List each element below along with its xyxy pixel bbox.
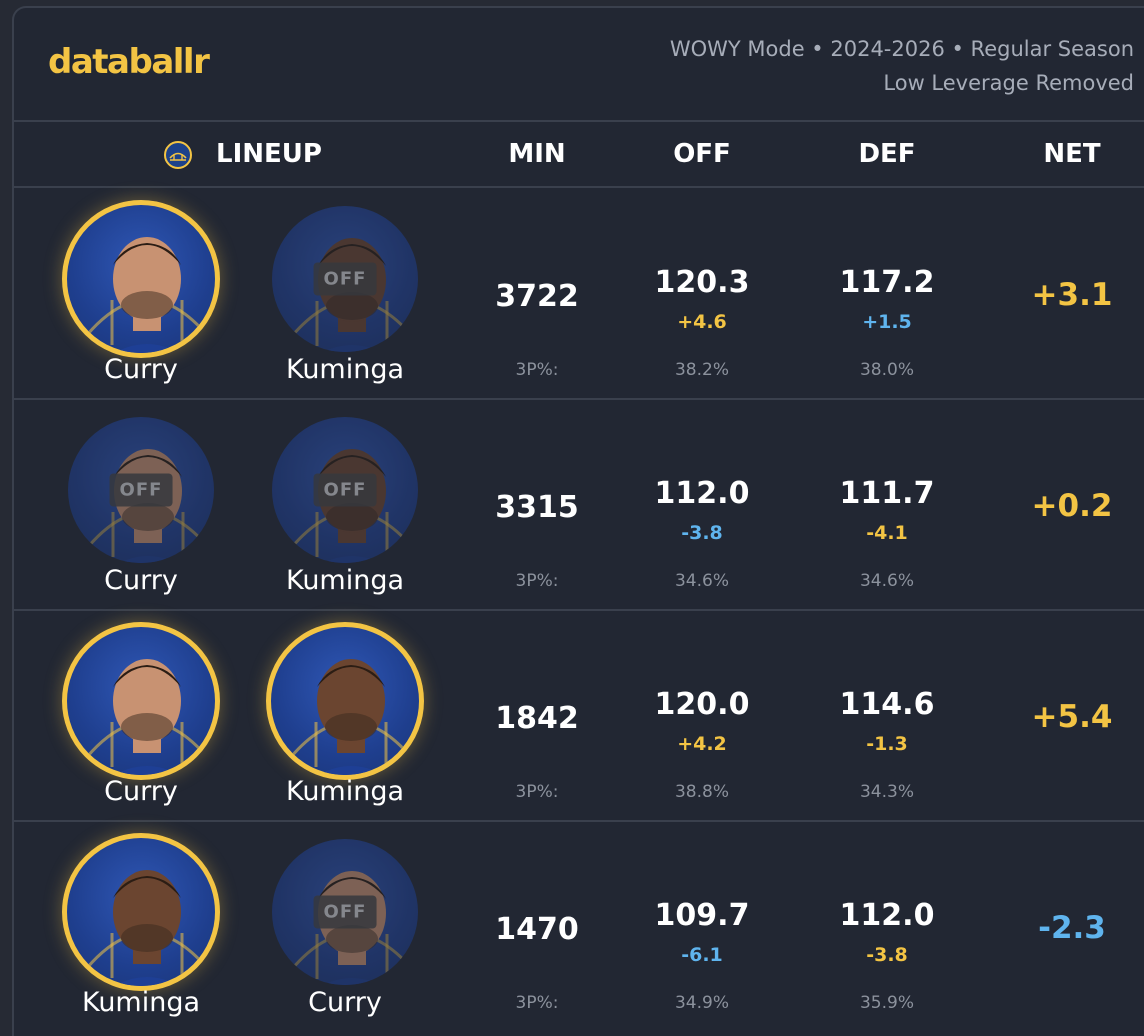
header-net[interactable]: NET: [1043, 139, 1101, 169]
net-rating: -2.3: [1038, 910, 1106, 946]
def-rating: 114.6: [839, 687, 935, 722]
off-three-pt: 38.8%: [674, 782, 729, 802]
top-bar: databallr WOWY Mode • 2024-2026 • Regula…: [14, 8, 1144, 120]
lineup-row[interactable]: Kuminga OFF Curry 1470 3P%: 109.7 -6.1 34.9% 1…: [14, 821, 1144, 1031]
three-pt-label: 3P%:: [515, 782, 559, 802]
row-divider: [14, 820, 1144, 822]
lineup-row[interactable]: OFF Curry OFF Kuminga 3315 3P%: 112.0 -3.8 34…: [14, 399, 1144, 609]
lineup-row[interactable]: Curry Kuminga 1842 3P%: 120.0 +4.2 38.8% 114.6…: [14, 610, 1144, 820]
off-rating: 120.0: [654, 687, 750, 722]
def-three-pt: 38.0%: [859, 360, 914, 380]
filter-summary: WOWY Mode • 2024-2026 • Regular Season L…: [670, 32, 1134, 100]
def-rating: 111.7: [839, 476, 935, 511]
row-divider: [14, 398, 1144, 400]
divider: [14, 186, 1144, 188]
lineup-row[interactable]: Curry OFF Kuminga 3722 3P%: 120.3 +4.6 38.2% 1…: [14, 188, 1144, 398]
off-three-pt: 34.6%: [674, 571, 729, 591]
def-rating: 117.2: [839, 265, 935, 300]
player-name: Curry: [308, 987, 382, 1018]
player-name: Kuminga: [81, 987, 201, 1018]
header-lineup[interactable]: LINEUP: [216, 139, 322, 169]
off-badge: OFF: [313, 473, 377, 507]
def-three-pt: 34.3%: [859, 782, 914, 802]
def-delta: -3.8: [866, 944, 908, 966]
off-rating: 120.3: [654, 265, 750, 300]
table-header: LINEUP MIN OFF DEF NET: [14, 122, 1144, 186]
net-rating: +3.1: [1031, 277, 1113, 313]
off-delta: -3.8: [681, 522, 723, 544]
player-name: Kuminga: [285, 776, 405, 807]
off-rating: 112.0: [654, 476, 750, 511]
three-pt-label: 3P%:: [515, 360, 559, 380]
header-min[interactable]: MIN: [508, 139, 566, 169]
def-rating: 112.0: [839, 898, 935, 933]
off-badge: OFF: [109, 473, 173, 507]
filter-mode-line: WOWY Mode • 2024-2026 • Regular Season: [669, 37, 1134, 61]
player-name: Kuminga: [285, 354, 405, 385]
header-def[interactable]: DEF: [858, 139, 916, 169]
minutes-value: 3722: [495, 279, 579, 314]
three-pt-label: 3P%:: [515, 993, 559, 1013]
player-avatar-curry[interactable]: OFF: [68, 417, 214, 563]
three-pt-label: 3P%:: [515, 571, 559, 591]
def-delta: -4.1: [866, 522, 908, 544]
off-delta: +4.2: [677, 733, 727, 755]
player-avatar-curry[interactable]: OFF: [272, 839, 418, 985]
row-divider: [14, 609, 1144, 611]
divider: [14, 120, 1144, 122]
off-three-pt: 34.9%: [674, 993, 729, 1013]
minutes-value: 1470: [495, 912, 579, 947]
def-three-pt: 34.6%: [859, 571, 914, 591]
player-avatar-curry[interactable]: [62, 200, 220, 358]
player-name: Curry: [104, 565, 178, 596]
def-delta: -1.3: [866, 733, 908, 755]
net-rating: +5.4: [1031, 699, 1113, 735]
minutes-value: 3315: [495, 490, 579, 525]
off-delta: -6.1: [681, 944, 723, 966]
minutes-value: 1842: [495, 701, 579, 736]
player-avatar-kuminga[interactable]: [62, 833, 220, 991]
net-rating: +0.2: [1031, 488, 1113, 524]
off-rating: 109.7: [654, 898, 750, 933]
player-name: Kuminga: [285, 565, 405, 596]
off-delta: +4.6: [677, 311, 727, 333]
player-avatar-kuminga[interactable]: OFF: [272, 206, 418, 352]
player-name: Curry: [104, 354, 178, 385]
off-badge: OFF: [313, 262, 377, 296]
def-delta: +1.5: [862, 311, 912, 333]
player-avatar-curry[interactable]: [62, 622, 220, 780]
player-avatar-kuminga[interactable]: [266, 622, 424, 780]
off-badge: OFF: [313, 895, 377, 929]
player-avatar-kuminga[interactable]: OFF: [272, 417, 418, 563]
off-three-pt: 38.2%: [674, 360, 729, 380]
databallr-logo[interactable]: databallr: [48, 42, 210, 82]
wowy-card: databallr WOWY Mode • 2024-2026 • Regula…: [12, 6, 1144, 1036]
player-name: Curry: [104, 776, 178, 807]
filter-leverage-line: Low Leverage Removed: [883, 71, 1134, 95]
header-off[interactable]: OFF: [673, 139, 731, 169]
def-three-pt: 35.9%: [859, 993, 914, 1013]
warriors-logo-icon: [164, 141, 192, 169]
